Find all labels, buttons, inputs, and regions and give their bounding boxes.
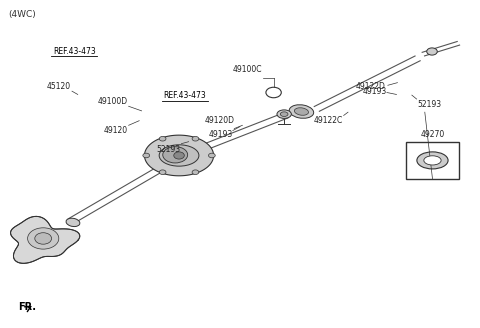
Text: 49100D: 49100D: [97, 97, 128, 106]
Bar: [406, 142, 459, 179]
Circle shape: [192, 136, 199, 141]
Text: 49270: 49270: [420, 131, 444, 139]
Ellipse shape: [28, 228, 59, 249]
Text: 52193: 52193: [418, 100, 442, 109]
Circle shape: [159, 136, 166, 141]
Text: 49122C: 49122C: [313, 116, 343, 125]
Text: 49193: 49193: [209, 130, 233, 139]
Circle shape: [159, 170, 166, 174]
Text: (4WC): (4WC): [9, 10, 36, 19]
Polygon shape: [144, 135, 214, 176]
Text: 49193: 49193: [362, 87, 387, 95]
Ellipse shape: [417, 152, 448, 169]
Text: 49122D: 49122D: [356, 82, 386, 91]
Ellipse shape: [427, 48, 437, 55]
Text: FR.: FR.: [18, 302, 36, 312]
Ellipse shape: [174, 152, 184, 159]
Ellipse shape: [280, 112, 288, 116]
Ellipse shape: [163, 147, 188, 163]
Text: 45120: 45120: [47, 82, 71, 91]
Text: 49100C: 49100C: [233, 66, 262, 74]
Text: 49120: 49120: [104, 126, 128, 135]
Ellipse shape: [35, 233, 52, 244]
Text: 49120D: 49120D: [204, 116, 234, 125]
Ellipse shape: [66, 218, 80, 227]
Text: REF.43-473: REF.43-473: [53, 47, 96, 56]
Ellipse shape: [159, 145, 199, 166]
Ellipse shape: [289, 105, 313, 118]
Ellipse shape: [277, 110, 291, 118]
Circle shape: [143, 153, 150, 158]
Polygon shape: [11, 216, 80, 263]
Text: 52193: 52193: [156, 145, 180, 154]
Circle shape: [208, 153, 215, 158]
Circle shape: [192, 170, 199, 174]
Ellipse shape: [424, 156, 441, 165]
Ellipse shape: [294, 108, 309, 115]
Circle shape: [266, 87, 281, 98]
Text: REF.43-473: REF.43-473: [163, 91, 206, 100]
